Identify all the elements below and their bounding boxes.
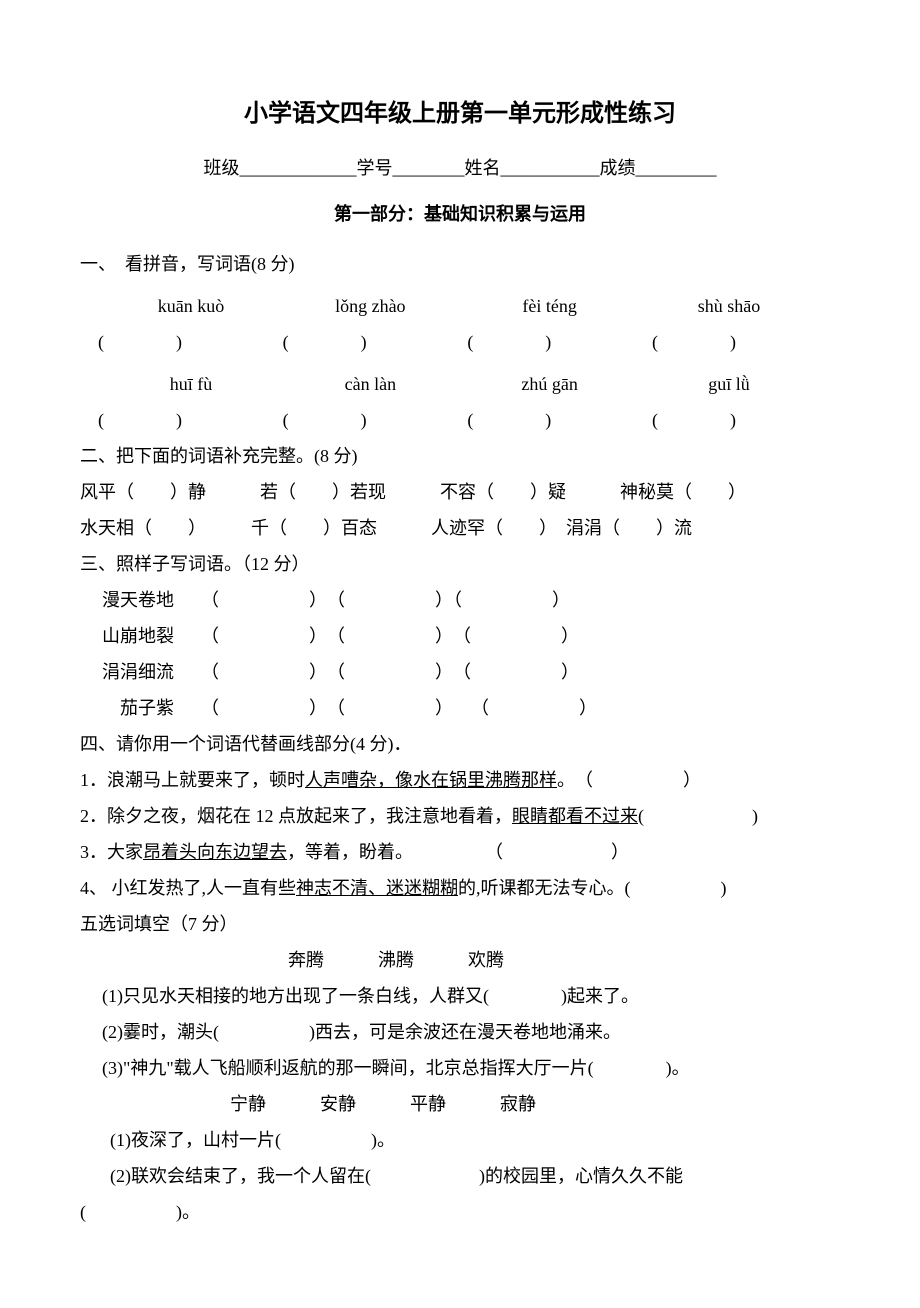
paren-item: ( ) [652, 402, 822, 438]
q4-line3: 3．大家昂着头向东边望去，等着，盼着。 （ ） [80, 834, 840, 870]
q1-heading: 一、 看拼音，写词语(8 分) [80, 246, 840, 282]
q5-l3: (3)"神九"载人飞船顺利返航的那一瞬间，北京总指挥大厅一片( )。 [80, 1050, 840, 1086]
q4-l3b: 昂着头向东边望去 [143, 842, 287, 862]
q5-words1-text: 奔腾 沸腾 欢腾 [288, 950, 504, 970]
paren-item: ( ) [98, 402, 268, 438]
q2-heading: 二、把下面的词语补充完整。(8 分) [80, 438, 840, 474]
q4-l4c: 的,听课都无法专心。( ) [458, 878, 727, 898]
paren-item: ( ) [467, 402, 637, 438]
pinyin-item: zhú gān [465, 366, 635, 402]
q4-l2a: 2．除夕之夜，烟花在 12 点放起来了，我注意地看着， [80, 806, 512, 826]
pinyin-item: shù shāo [644, 288, 814, 324]
pinyin-item: kuān kuò [106, 288, 276, 324]
q4-l1b: 人声嘈杂，像水在锅里沸腾那样 [305, 770, 557, 790]
q4-l1c: 。 （ ） [557, 770, 701, 790]
q1-paren-row2: ( ) ( ) ( ) ( ) [80, 402, 840, 438]
q5-l2: (2)霎时，潮头( )西去，可是余波还在漫天卷地地涌来。 [80, 1014, 840, 1050]
q2-line2: 水天相（ ） 千（ ）百态 人迹罕（ ） 涓涓（ ）流 [80, 510, 840, 546]
q5-l1: (1)只见水天相接的地方出现了一条白线，人群又( )起来了。 [80, 978, 840, 1014]
q4-l2b: 眼睛都看不过来 [512, 806, 638, 826]
q4-line4: 4、 小红发热了,人一直有些神志不清、迷迷糊糊的,听课都无法专心。( ) [80, 870, 840, 906]
pinyin-item: huī fù [106, 366, 276, 402]
pinyin-item: lǒng zhào [285, 288, 455, 324]
name-label: 姓名 [465, 158, 501, 178]
q4-heading: 四、请你用一个词语代替画线部分(4 分)． [80, 726, 840, 762]
paren-item: ( ) [283, 324, 453, 360]
id-label: 学号 [357, 158, 393, 178]
q1-paren-row1: ( ) ( ) ( ) ( ) [80, 324, 840, 360]
q5-words1: 奔腾 沸腾 欢腾 [80, 942, 840, 978]
pinyin-item: fèi téng [465, 288, 635, 324]
section-subtitle: 第一部分：基础知识积累与运用 [80, 196, 840, 232]
q5-l5: (2)联欢会结束了，我一个人留在( )的校园里，心情久久不能 [80, 1158, 840, 1194]
q4-line1: 1．浪潮马上就要来了，顿时人声嘈杂，像水在锅里沸腾那样。 （ ） [80, 762, 840, 798]
q4-l4a: 4、 小红发热了,人一直有些 [80, 878, 296, 898]
q5-words2: 宁静 安静 平静 寂静 [80, 1086, 840, 1122]
q4-l4b: 神志不清、迷迷糊糊 [296, 878, 458, 898]
q1-pinyin-row1: kuān kuò lǒng zhào fèi téng shù shāo [80, 288, 840, 324]
paren-item: ( ) [652, 324, 822, 360]
q4-l1a: 1．浪潮马上就要来了，顿时 [80, 770, 305, 790]
page-title: 小学语文四年级上册第一单元形成性练习 [80, 90, 840, 138]
q3-line1: 漫天卷地 （ ） （ ）（ ） [80, 582, 840, 618]
score-label: 成绩 [600, 158, 636, 178]
q4-l2c: ( ) [638, 806, 758, 826]
q4-l3a: 3．大家 [80, 842, 143, 862]
q3-heading: 三、照样子写词语。（12 分） [80, 546, 840, 582]
q2-line1: 风平（ ）静 若（ ）若现 不容（ ）疑 神秘莫（ ） [80, 474, 840, 510]
q1-pinyin-row2: huī fù càn làn zhú gān guī lǜ [80, 366, 840, 402]
q5-l4: (1)夜深了，山村一片( )。 [80, 1122, 840, 1158]
paren-item: ( ) [467, 324, 637, 360]
q5-l6: ( )。 [80, 1194, 840, 1230]
paren-item: ( ) [98, 324, 268, 360]
paren-item: ( ) [283, 402, 453, 438]
class-label: 班级 [204, 158, 240, 178]
info-row: 班级_____________学号________姓名___________成绩… [80, 150, 840, 186]
q4-l3c: ，等着，盼着。 （ ） [287, 842, 629, 862]
pinyin-item: càn làn [285, 366, 455, 402]
pinyin-item: guī lǜ [644, 366, 814, 402]
q4-line2: 2．除夕之夜，烟花在 12 点放起来了，我注意地看着，眼睛都看不过来( ) [80, 798, 840, 834]
q3-line4: 茄子紫 （ ） （ ） （ ） [80, 690, 840, 726]
q3-line2: 山崩地裂 （ ） （ ） （ ） [80, 618, 840, 654]
q5-heading: 五选词填空（7 分） [80, 906, 840, 942]
q3-line3: 涓涓细流 （ ） （ ） （ ） [80, 654, 840, 690]
